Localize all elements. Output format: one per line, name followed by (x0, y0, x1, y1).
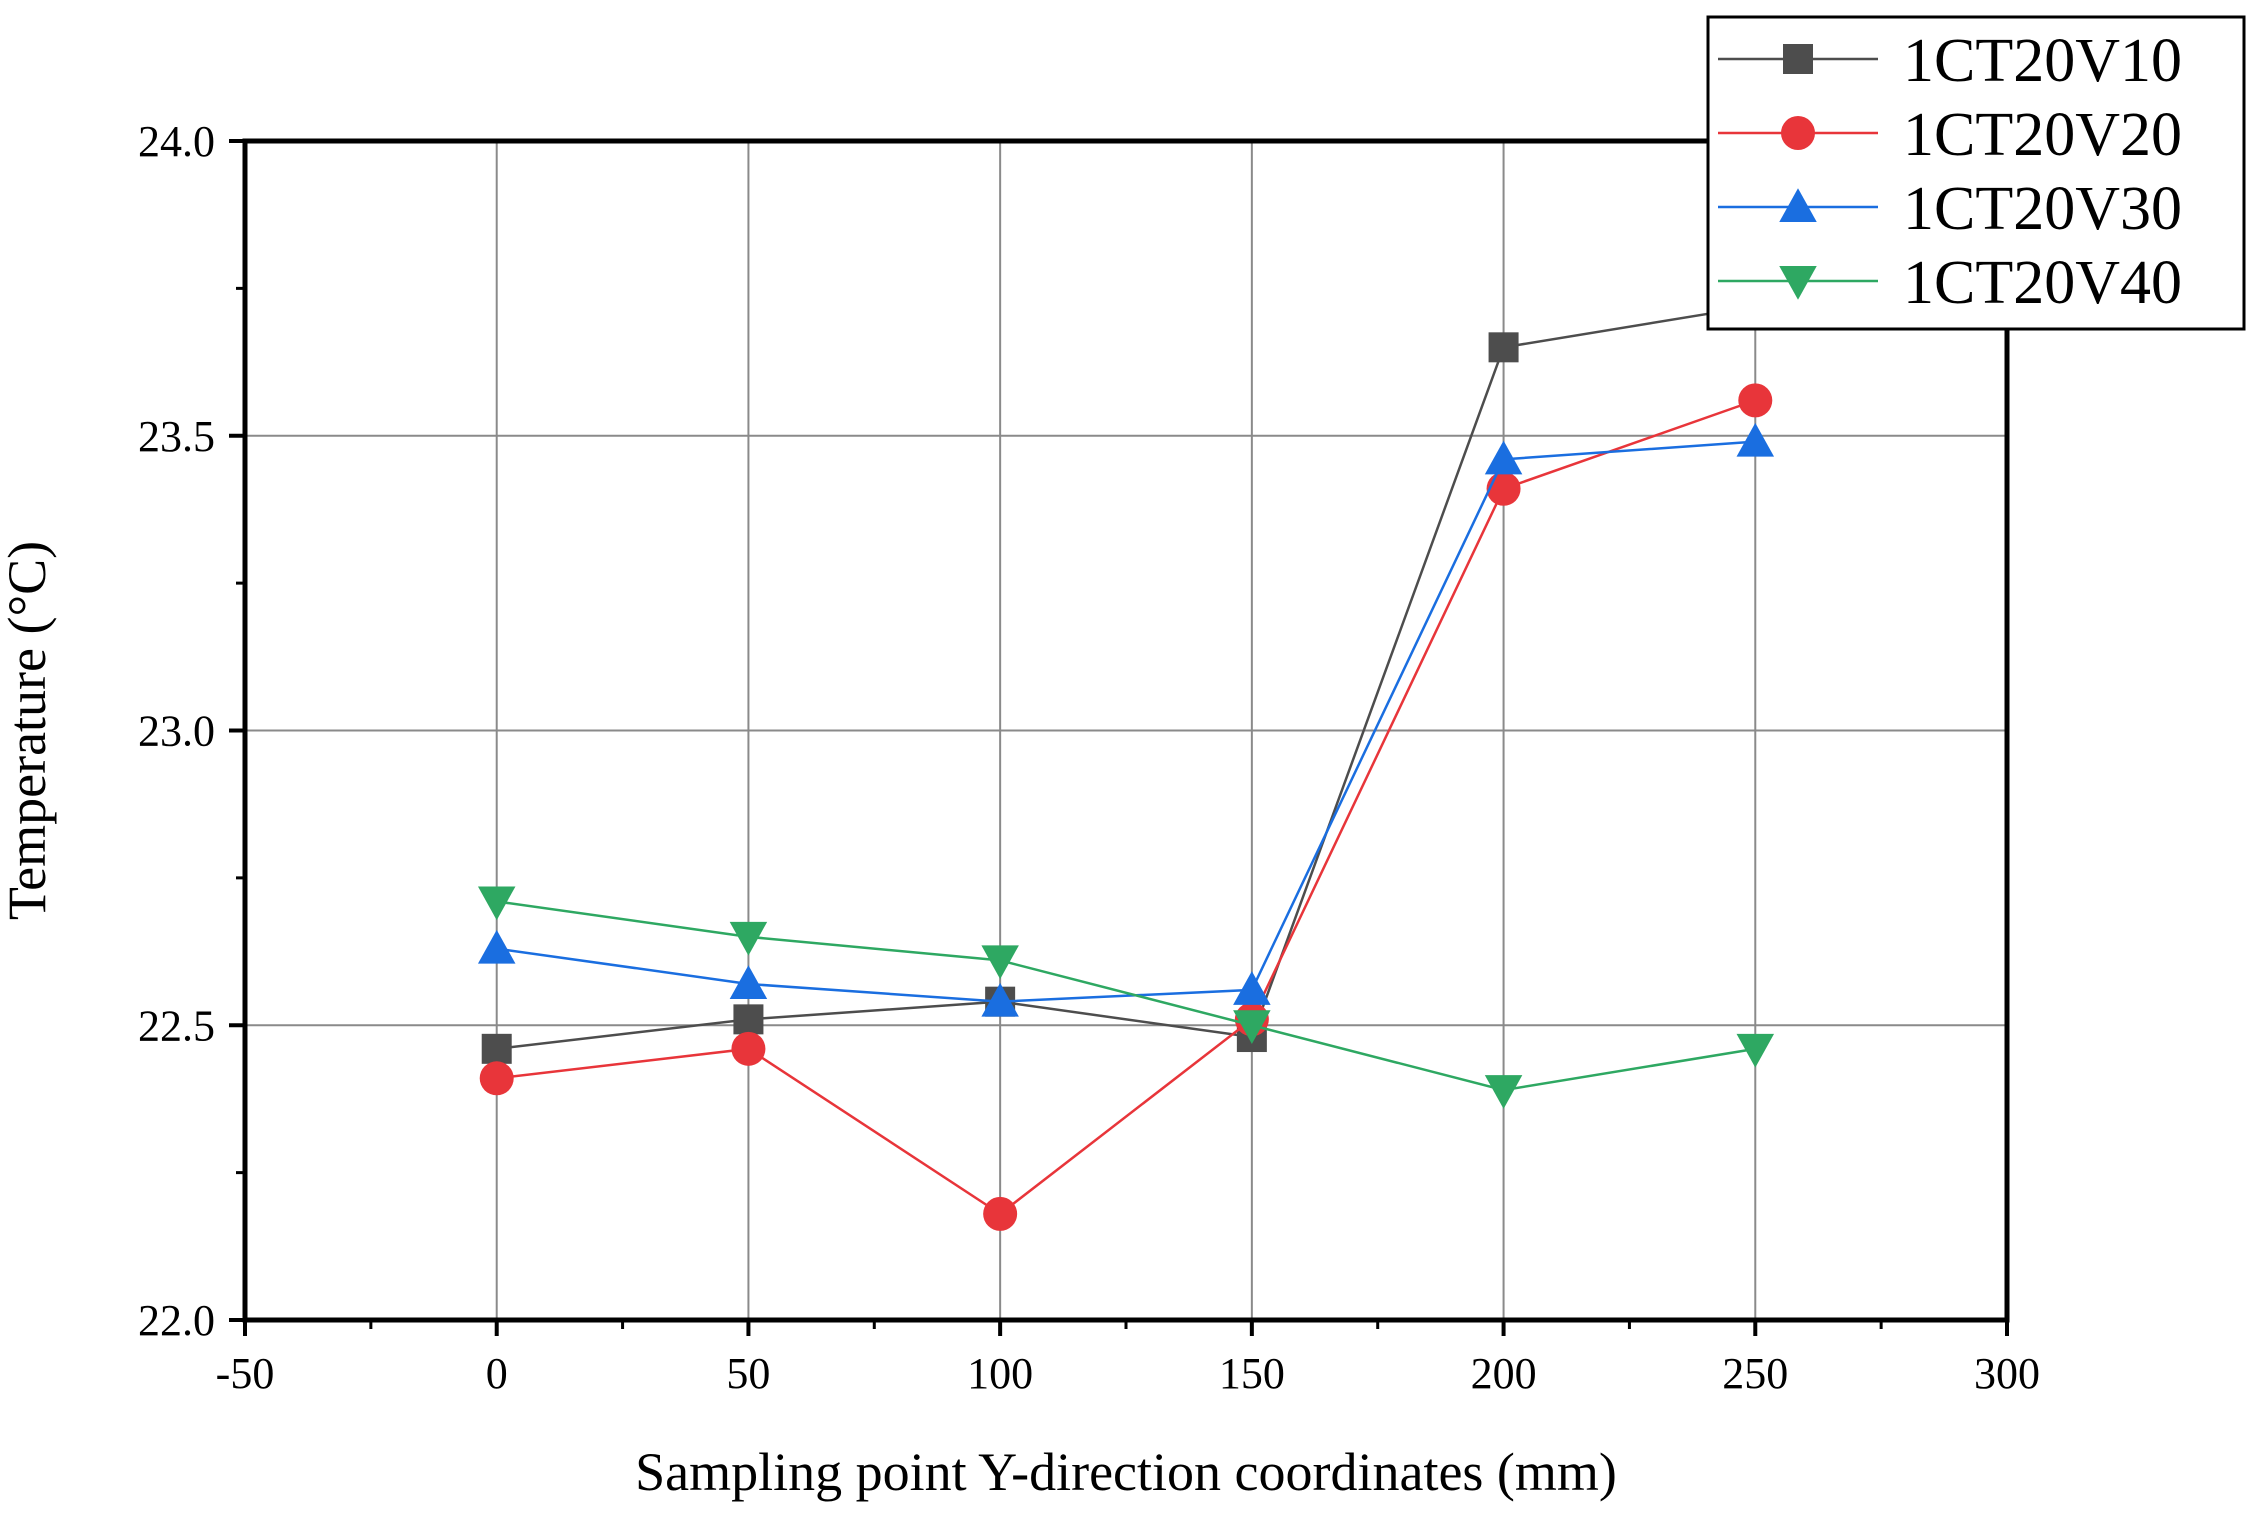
y-tick-label: 22.5 (138, 1001, 215, 1050)
legend-item: 1CT20V20 (1718, 101, 2182, 169)
data-point (1488, 332, 1519, 363)
x-tick-label: 50 (726, 1349, 770, 1398)
data-point (983, 1196, 1018, 1231)
legend-marker (1779, 188, 1817, 222)
series-1CT20V20 (479, 383, 1773, 1231)
series-line (496, 399, 1756, 1216)
data-point (1484, 1075, 1523, 1109)
data-point (1484, 440, 1523, 475)
y-tick-label: 23.0 (138, 707, 215, 756)
grid-lines (245, 141, 2007, 1320)
data-point (981, 945, 1019, 980)
legend-label: 1CT20V10 (1903, 27, 2182, 95)
series-layer (477, 291, 1775, 1231)
x-tick-label: 0 (486, 1349, 508, 1398)
data-point (1486, 471, 1521, 506)
x-tick-labels: -50 0 50 100 150 200 250 300 (216, 1349, 2040, 1398)
legend-marker (1779, 266, 1817, 300)
data-point (1233, 971, 1271, 1005)
x-tick-label: 250 (1722, 1349, 1788, 1398)
data-point (477, 886, 516, 921)
x-tick-label: 150 (1219, 1349, 1285, 1398)
series-line (496, 900, 1756, 1092)
data-point (1738, 383, 1773, 418)
legend-marker (1781, 116, 1815, 150)
legend-item: 1CT20V30 (1718, 175, 2182, 243)
legend-marker (1783, 44, 1813, 74)
y-tick-label: 24.0 (138, 117, 215, 166)
series-1CT20V10 (481, 291, 1771, 1064)
y-tick-labels: 22.0 22.5 23.0 23.5 24.0 (138, 117, 215, 1345)
x-tick-label: 100 (967, 1349, 1033, 1398)
legend-label: 1CT20V30 (1903, 175, 2182, 243)
x-tick-label: 200 (1471, 1349, 1537, 1398)
data-point (479, 1061, 514, 1096)
series-line (496, 440, 1756, 1003)
y-tick-label: 22.0 (138, 1296, 215, 1345)
data-point (729, 921, 768, 956)
y-axis-title: Temperature (°C) (0, 541, 57, 920)
data-point (477, 929, 516, 964)
data-point (731, 1031, 766, 1066)
data-point (481, 1033, 512, 1064)
x-tick-label: -50 (216, 1349, 275, 1398)
y-tick-label: 23.5 (138, 412, 215, 461)
series-1CT20V30 (477, 422, 1775, 1017)
legend-item: 1CT20V40 (1718, 249, 2182, 317)
data-point (1736, 1033, 1775, 1068)
data-point (729, 965, 768, 999)
axis-ticks (229, 139, 2009, 1336)
data-point (981, 982, 1019, 1017)
x-tick-label: 300 (1974, 1349, 2040, 1398)
legend-label: 1CT20V20 (1903, 101, 2182, 169)
series-line (496, 304, 1756, 1051)
data-point (733, 1004, 764, 1035)
series-1CT20V40 (477, 886, 1775, 1109)
data-point (1736, 422, 1775, 457)
data-point (1233, 1010, 1271, 1044)
x-axis-title: Sampling point Y-direction coordinates (… (635, 1442, 1617, 1502)
legend-item: 1CT20V10 (1718, 27, 2182, 95)
legend-label: 1CT20V40 (1903, 249, 2182, 317)
